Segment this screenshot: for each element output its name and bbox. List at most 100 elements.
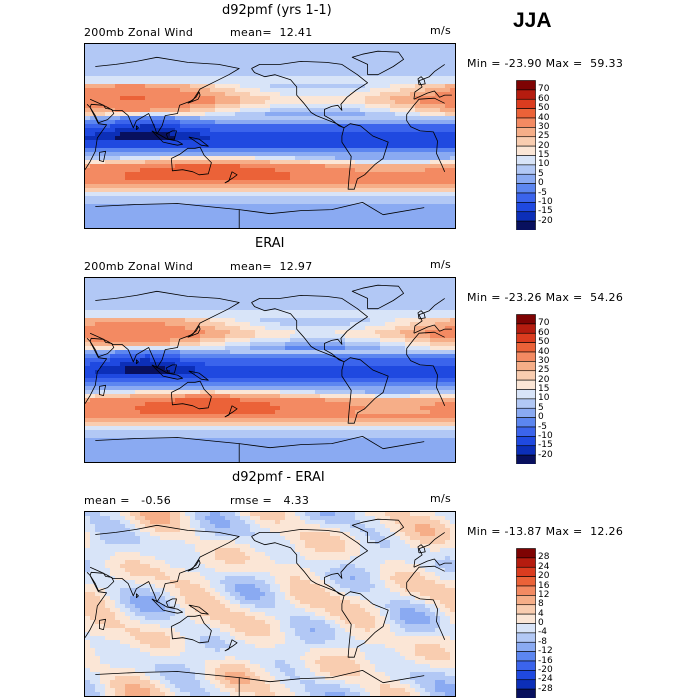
season-label: JJA: [513, 9, 552, 32]
colorbar-tick-label: 25: [538, 131, 550, 142]
panel2-units-label: m/s: [430, 258, 452, 271]
panel3-minmax-label: Min = -13.87 Max = 12.26: [467, 525, 624, 538]
colorbar-box: [516, 623, 536, 634]
colorbar-box: [516, 389, 536, 400]
colorbar-tick-label: 0: [538, 178, 544, 189]
colorbar-box: [516, 136, 536, 147]
colorbar-box: [516, 145, 536, 156]
colorbar-box: [516, 595, 536, 606]
coastline-europe-asia: [413, 64, 445, 100]
colorbar-tick-label: -28: [538, 683, 553, 694]
coastline-japan: [187, 91, 201, 104]
panel2-colorbar: 70 60 50 40 30 25 20 15 10 5 0 -5 -10 -15 -20: [516, 314, 576, 464]
colorbar-box: [516, 454, 536, 464]
colorbar-box: [516, 557, 536, 568]
panel3-coastlines: [85, 518, 452, 696]
coastline-japan: [187, 325, 201, 338]
panel2-variable-label: 200mb Zonal Wind: [84, 260, 194, 273]
coastline-europe-asia: [413, 298, 445, 334]
colorbar-tick-label: 15: [538, 384, 550, 394]
colorbar-box: [516, 117, 536, 128]
colorbar-tick-label: -12: [538, 646, 553, 657]
coastline-new-zealand: [224, 171, 238, 184]
colorbar-tick-label: -20: [538, 215, 553, 226]
coastline-south-america: [341, 591, 389, 658]
colorbar-tick-label: 50: [538, 103, 550, 114]
colorbar-tick-label: 70: [538, 318, 550, 329]
colorbar-box: [516, 351, 536, 362]
coastline-new-guinea: [188, 604, 209, 615]
coastline-europe-asia: [413, 532, 445, 568]
colorbar-tick-label: 40: [538, 112, 550, 123]
coastline-arabia: [89, 103, 115, 124]
colorbar-tick-label: 30: [538, 355, 550, 366]
panel1-units-label: m/s: [430, 24, 452, 37]
colorbar-box: [516, 323, 536, 334]
colorbar-tick-label: -5: [538, 187, 547, 198]
colorbar-box: [516, 632, 536, 643]
coastline-japan: [187, 559, 201, 572]
coastline-north-america: [251, 60, 369, 129]
panel3-field-plot: [85, 512, 455, 696]
coastline-africa: [406, 565, 445, 583]
colorbar-tick-label: 10: [538, 159, 550, 170]
panel1-variable-label: 200mb Zonal Wind: [84, 26, 194, 39]
coastline-antarctica: [95, 203, 240, 228]
colorbar-box: [516, 566, 536, 577]
colorbar-tick-label: 0: [538, 412, 544, 423]
coastline-south-america: [341, 123, 389, 190]
coastline-indonesia: [151, 364, 183, 380]
panel2-field-plot: [85, 278, 455, 462]
colorbar-box: [516, 679, 536, 690]
panel1-colorbar: 70 60 50 40 30 25 20 15 10 5 0 -5 -10 -15 -20: [516, 80, 576, 230]
coastline-new-zealand: [224, 405, 238, 418]
coastline-europe-asia: [89, 56, 240, 135]
coastline-indonesia: [151, 130, 183, 146]
panel3-rmse-label: rmse = 4.33: [230, 494, 310, 507]
colorbar-box: [516, 613, 536, 624]
panel2-title: ERAI: [255, 236, 285, 251]
coastline-new-guinea: [188, 136, 209, 147]
panel1-map: [84, 43, 456, 229]
colorbar-tick-label: 28: [538, 552, 550, 563]
colorbar-tick-label: 10: [538, 393, 550, 404]
panel1-minmax-label: Min = -23.90 Max = 59.33: [467, 57, 624, 70]
panel3-colorbar: 28 24 20 16 12 8 4 0 -4 -8 -12 -16 -20 -24 -28: [516, 548, 576, 698]
coastline-europe-asia: [413, 324, 452, 334]
colorbar-box: [516, 314, 536, 325]
colorbar-tick-label: -20: [538, 664, 553, 675]
panel1-field-plot: [85, 44, 455, 228]
coastline-indonesia: [151, 598, 183, 614]
coastline-india-srilanka: [136, 125, 139, 131]
coastline-north-america: [251, 294, 369, 363]
colorbar-tick-label: 8: [538, 599, 544, 610]
colorbar-box: [516, 445, 536, 456]
panel3-title: d92pmf - ERAI: [232, 470, 325, 485]
colorbar-box: [516, 183, 536, 194]
colorbar-tick-label: -10: [538, 196, 553, 207]
colorbar-box: [516, 127, 536, 138]
coastline-new-zealand: [224, 639, 238, 652]
colorbar-tick-label: -10: [538, 430, 553, 441]
panel3-units-label: m/s: [430, 492, 452, 505]
colorbar-tick-label: 40: [538, 346, 550, 357]
colorbar-box: [516, 576, 536, 587]
colorbar-tick-label: -16: [538, 655, 553, 666]
colorbar-tick-label: 5: [538, 168, 544, 179]
panel1-mean-label: mean= 12.41: [230, 26, 313, 39]
coastline-madagascar: [98, 384, 107, 396]
coastline-europe-asia: [413, 90, 452, 100]
colorbar-tick-label: 20: [538, 571, 550, 582]
coastline-borneo: [165, 364, 177, 374]
colorbar-tick-label: -4: [538, 627, 547, 638]
panel2-coastlines: [85, 284, 452, 462]
panel1-contour-field: [85, 44, 455, 228]
colorbar-tick-label: 12: [538, 589, 550, 600]
colorbar-box: [516, 379, 536, 390]
colorbar-box: [516, 342, 536, 353]
coastline-australia: [170, 614, 212, 644]
coastline-africa: [406, 331, 445, 349]
panel1-colorbar-boxes: [516, 80, 536, 230]
colorbar-tick-label: 24: [538, 561, 550, 572]
panel3-map: [84, 511, 456, 697]
